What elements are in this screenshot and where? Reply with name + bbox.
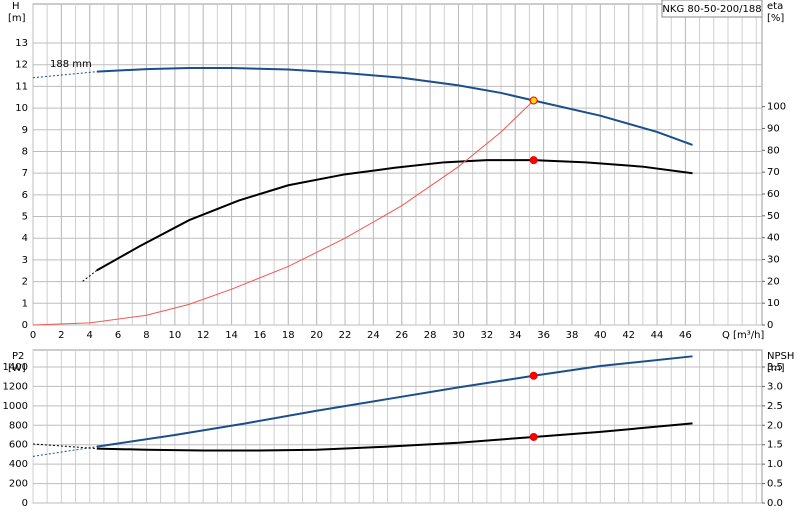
y-axis-unit: [m] <box>8 13 26 24</box>
y-tick-label: 1000 <box>3 401 28 412</box>
y2-tick-label: 60 <box>767 189 780 200</box>
x-tick-label: 14 <box>225 330 238 341</box>
y-tick-label: 0 <box>22 498 28 509</box>
y-axis-label: H <box>12 1 20 12</box>
y2-axis-label: eta <box>767 1 783 12</box>
y2-axis-unit: [%] <box>767 13 784 24</box>
curve <box>96 66 693 146</box>
curve <box>82 270 98 282</box>
y-tick-label: 8 <box>22 146 28 157</box>
y-tick-label: 800 <box>9 420 28 431</box>
x-tick-label: 16 <box>254 330 267 341</box>
y2-tick-label: 3.0 <box>767 381 783 392</box>
y2-tick-label: 0.0 <box>767 498 783 509</box>
y2-tick-label: 1.0 <box>767 459 783 470</box>
y-tick-label: 600 <box>9 440 28 451</box>
duty-point <box>529 371 538 380</box>
y2-tick-label: 50 <box>767 211 780 222</box>
x-tick-label: 18 <box>282 330 295 341</box>
y2-tick-label: 90 <box>767 123 780 134</box>
x-tick-label: 38 <box>566 330 579 341</box>
y2-tick-label: 2.5 <box>767 401 783 412</box>
curve <box>96 355 693 448</box>
y2-tick-label: 80 <box>767 145 780 156</box>
y-tick-label: 6 <box>22 190 28 201</box>
y-tick-label: 9 <box>22 125 28 136</box>
duty-point <box>529 96 538 105</box>
y2-axis-label: NPSH <box>767 351 794 362</box>
y2-tick-label: 30 <box>767 254 780 265</box>
y-tick-label: 3 <box>22 255 28 266</box>
y-tick-label: 4 <box>22 233 28 244</box>
x-tick-label: 44 <box>651 330 664 341</box>
y-tick-label: 1400 <box>3 362 28 373</box>
y2-tick-label: 40 <box>767 233 780 244</box>
y-axis-unit: [W] <box>8 363 26 374</box>
curve <box>32 100 535 326</box>
y2-tick-label: 0 <box>767 320 773 331</box>
y2-axis-unit: [m] <box>767 363 785 374</box>
y-tick-label: 11 <box>15 81 28 92</box>
x-tick-label: 28 <box>424 330 437 341</box>
y-tick-label: 12 <box>15 60 28 71</box>
x-tick-label: 6 <box>115 330 121 341</box>
plot-frame <box>32 349 763 504</box>
y2-tick-label: 10 <box>767 298 780 309</box>
y-tick-label: 1 <box>22 298 28 309</box>
duty-point <box>529 156 538 165</box>
y2-tick-label: 3.5 <box>767 362 783 373</box>
title-box <box>661 0 763 18</box>
plot-frame <box>32 3 763 326</box>
chart-title: NKG 80-50-200/188 <box>662 4 761 15</box>
curve <box>32 443 97 450</box>
x-tick-label: 20 <box>310 330 323 341</box>
x-tick-label: 0 <box>30 330 36 341</box>
y2-tick-label: 70 <box>767 167 780 178</box>
curve <box>96 422 693 452</box>
y-tick-label: 200 <box>9 479 28 490</box>
x-tick-label: 36 <box>537 330 550 341</box>
y2-tick-label: 0.5 <box>767 479 783 490</box>
x-tick-label: 26 <box>395 330 408 341</box>
y-tick-label: 13 <box>15 38 28 49</box>
x-tick-label: 46 <box>679 330 692 341</box>
x-tick-label: 24 <box>367 330 380 341</box>
x-tick-label: 8 <box>143 330 149 341</box>
y-tick-label: 400 <box>9 459 28 470</box>
x-tick-label: 30 <box>452 330 465 341</box>
y-tick-label: 5 <box>22 212 28 223</box>
x-tick-label: 2 <box>58 330 64 341</box>
duty-point <box>529 432 538 441</box>
y2-tick-label: 2.0 <box>767 420 783 431</box>
y-tick-label: 7 <box>22 168 28 179</box>
y-tick-label: 10 <box>15 103 28 114</box>
y-tick-label: 1200 <box>3 381 28 392</box>
x-tick-label: 40 <box>594 330 607 341</box>
x-tick-label: 22 <box>339 330 352 341</box>
y2-tick-label: 20 <box>767 276 780 287</box>
y-tick-label: 2 <box>22 277 28 288</box>
x-tick-label: 42 <box>622 330 635 341</box>
curve <box>96 159 693 272</box>
x-axis-label: Q [m³/h] <box>722 330 764 341</box>
y-tick-label: 0 <box>22 320 28 331</box>
y2-tick-label: 1.5 <box>767 440 783 451</box>
x-tick-label: 4 <box>87 330 93 341</box>
y-axis-label: P2 <box>12 351 24 362</box>
y2-tick-label: 100 <box>767 102 786 113</box>
annotation: 188 mm <box>50 59 92 70</box>
x-tick-label: 32 <box>480 330 493 341</box>
x-tick-label: 12 <box>197 330 210 341</box>
x-tick-label: 34 <box>509 330 522 341</box>
x-tick-label: 10 <box>168 330 181 341</box>
curve <box>32 71 97 79</box>
